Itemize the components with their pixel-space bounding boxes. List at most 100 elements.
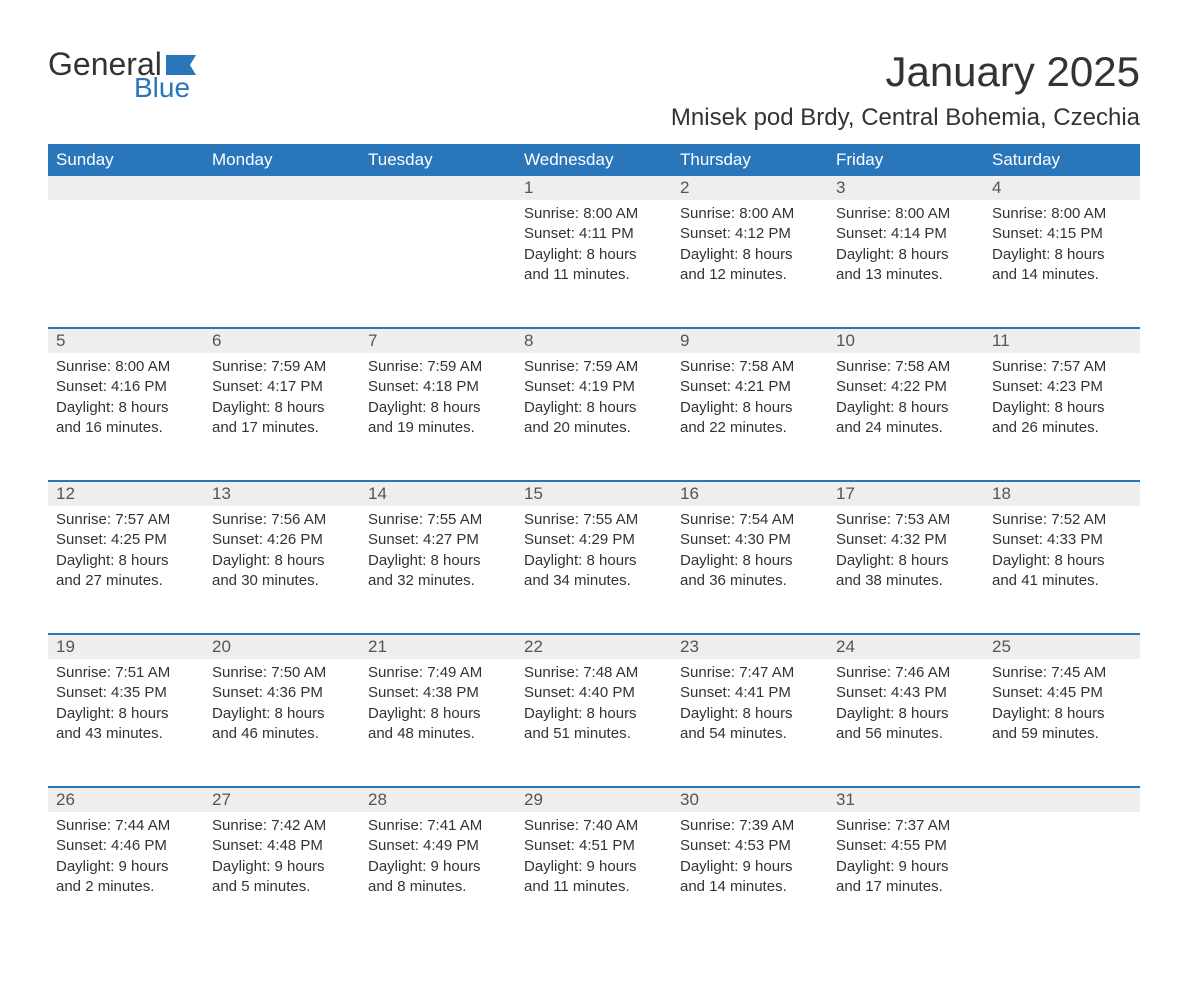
day-number-cell: 23	[672, 634, 828, 659]
daylight-text: Daylight: 8 hours and 22 minutes.	[680, 398, 820, 439]
weekday-header: Monday	[204, 144, 360, 176]
day-cell: Sunrise: 7:55 AMSunset: 4:29 PMDaylight:…	[516, 506, 672, 634]
day-content: Sunrise: 7:55 AMSunset: 4:27 PMDaylight:…	[360, 506, 516, 605]
sunrise-text: Sunrise: 7:40 AM	[524, 816, 664, 836]
day-content: Sunrise: 7:55 AMSunset: 4:29 PMDaylight:…	[516, 506, 672, 605]
sunset-text: Sunset: 4:18 PM	[368, 377, 508, 397]
header: General Blue January 2025 Mnisek pod Brd…	[48, 48, 1140, 132]
daylight-text: Daylight: 8 hours and 41 minutes.	[992, 551, 1132, 592]
sunrise-text: Sunrise: 7:57 AM	[992, 357, 1132, 377]
weekday-header: Tuesday	[360, 144, 516, 176]
sunrise-text: Sunrise: 7:52 AM	[992, 510, 1132, 530]
day-number-row: 567891011	[48, 328, 1140, 353]
sunrise-text: Sunrise: 7:59 AM	[368, 357, 508, 377]
daylight-text: Daylight: 8 hours and 20 minutes.	[524, 398, 664, 439]
day-cell: Sunrise: 7:40 AMSunset: 4:51 PMDaylight:…	[516, 812, 672, 940]
day-number-cell: 30	[672, 787, 828, 812]
day-number-cell: 27	[204, 787, 360, 812]
day-cell: Sunrise: 8:00 AMSunset: 4:16 PMDaylight:…	[48, 353, 204, 481]
daylight-text: Daylight: 8 hours and 34 minutes.	[524, 551, 664, 592]
day-content: Sunrise: 7:37 AMSunset: 4:55 PMDaylight:…	[828, 812, 984, 911]
day-content: Sunrise: 8:00 AMSunset: 4:15 PMDaylight:…	[984, 200, 1140, 299]
day-content: Sunrise: 7:58 AMSunset: 4:22 PMDaylight:…	[828, 353, 984, 452]
day-number-cell: 7	[360, 328, 516, 353]
day-body-row: Sunrise: 7:44 AMSunset: 4:46 PMDaylight:…	[48, 812, 1140, 940]
daylight-text: Daylight: 8 hours and 27 minutes.	[56, 551, 196, 592]
day-number-cell: 25	[984, 634, 1140, 659]
day-cell: Sunrise: 7:37 AMSunset: 4:55 PMDaylight:…	[828, 812, 984, 940]
day-content: Sunrise: 7:49 AMSunset: 4:38 PMDaylight:…	[360, 659, 516, 758]
sunset-text: Sunset: 4:26 PM	[212, 530, 352, 550]
day-number-cell: 20	[204, 634, 360, 659]
day-number-cell: 11	[984, 328, 1140, 353]
day-content: Sunrise: 7:44 AMSunset: 4:46 PMDaylight:…	[48, 812, 204, 911]
day-number-row: 19202122232425	[48, 634, 1140, 659]
day-cell	[204, 200, 360, 328]
sunset-text: Sunset: 4:45 PM	[992, 683, 1132, 703]
day-number-cell: 15	[516, 481, 672, 506]
sunset-text: Sunset: 4:33 PM	[992, 530, 1132, 550]
day-content: Sunrise: 8:00 AMSunset: 4:14 PMDaylight:…	[828, 200, 984, 299]
logo: General Blue	[48, 48, 196, 102]
day-cell: Sunrise: 7:51 AMSunset: 4:35 PMDaylight:…	[48, 659, 204, 787]
weekday-header: Thursday	[672, 144, 828, 176]
day-cell: Sunrise: 7:59 AMSunset: 4:18 PMDaylight:…	[360, 353, 516, 481]
sunset-text: Sunset: 4:14 PM	[836, 224, 976, 244]
daylight-text: Daylight: 8 hours and 46 minutes.	[212, 704, 352, 745]
daylight-text: Daylight: 8 hours and 19 minutes.	[368, 398, 508, 439]
day-cell: Sunrise: 7:56 AMSunset: 4:26 PMDaylight:…	[204, 506, 360, 634]
sunrise-text: Sunrise: 7:41 AM	[368, 816, 508, 836]
daylight-text: Daylight: 8 hours and 56 minutes.	[836, 704, 976, 745]
sunset-text: Sunset: 4:17 PM	[212, 377, 352, 397]
day-content: Sunrise: 7:59 AMSunset: 4:17 PMDaylight:…	[204, 353, 360, 452]
day-number-cell: 31	[828, 787, 984, 812]
day-cell	[984, 812, 1140, 940]
flag-icon	[166, 55, 196, 75]
sunset-text: Sunset: 4:23 PM	[992, 377, 1132, 397]
daylight-text: Daylight: 8 hours and 43 minutes.	[56, 704, 196, 745]
sunrise-text: Sunrise: 7:58 AM	[680, 357, 820, 377]
sunrise-text: Sunrise: 7:55 AM	[368, 510, 508, 530]
day-body-row: Sunrise: 7:57 AMSunset: 4:25 PMDaylight:…	[48, 506, 1140, 634]
sunset-text: Sunset: 4:35 PM	[56, 683, 196, 703]
day-number-cell: 6	[204, 328, 360, 353]
day-cell: Sunrise: 7:58 AMSunset: 4:22 PMDaylight:…	[828, 353, 984, 481]
day-body-row: Sunrise: 8:00 AMSunset: 4:16 PMDaylight:…	[48, 353, 1140, 481]
sunset-text: Sunset: 4:25 PM	[56, 530, 196, 550]
day-content: Sunrise: 7:40 AMSunset: 4:51 PMDaylight:…	[516, 812, 672, 911]
sunrise-text: Sunrise: 7:57 AM	[56, 510, 196, 530]
calendar-table: Sunday Monday Tuesday Wednesday Thursday…	[48, 144, 1140, 940]
daylight-text: Daylight: 9 hours and 5 minutes.	[212, 857, 352, 898]
day-number-cell: 4	[984, 176, 1140, 200]
day-content: Sunrise: 7:50 AMSunset: 4:36 PMDaylight:…	[204, 659, 360, 758]
day-content: Sunrise: 7:57 AMSunset: 4:23 PMDaylight:…	[984, 353, 1140, 452]
day-cell: Sunrise: 7:46 AMSunset: 4:43 PMDaylight:…	[828, 659, 984, 787]
day-number-cell	[360, 176, 516, 200]
daylight-text: Daylight: 9 hours and 2 minutes.	[56, 857, 196, 898]
day-content: Sunrise: 7:53 AMSunset: 4:32 PMDaylight:…	[828, 506, 984, 605]
daylight-text: Daylight: 9 hours and 8 minutes.	[368, 857, 508, 898]
sunrise-text: Sunrise: 7:45 AM	[992, 663, 1132, 683]
daylight-text: Daylight: 9 hours and 11 minutes.	[524, 857, 664, 898]
day-cell: Sunrise: 7:58 AMSunset: 4:21 PMDaylight:…	[672, 353, 828, 481]
day-number-cell: 29	[516, 787, 672, 812]
day-number-cell: 5	[48, 328, 204, 353]
daylight-text: Daylight: 8 hours and 11 minutes.	[524, 245, 664, 286]
sunset-text: Sunset: 4:53 PM	[680, 836, 820, 856]
day-number-cell: 19	[48, 634, 204, 659]
sunset-text: Sunset: 4:30 PM	[680, 530, 820, 550]
daylight-text: Daylight: 8 hours and 12 minutes.	[680, 245, 820, 286]
day-content: Sunrise: 7:45 AMSunset: 4:45 PMDaylight:…	[984, 659, 1140, 758]
day-cell: Sunrise: 7:57 AMSunset: 4:25 PMDaylight:…	[48, 506, 204, 634]
month-title: January 2025	[671, 48, 1140, 96]
sunrise-text: Sunrise: 7:48 AM	[524, 663, 664, 683]
day-cell: Sunrise: 8:00 AMSunset: 4:14 PMDaylight:…	[828, 200, 984, 328]
sunset-text: Sunset: 4:48 PM	[212, 836, 352, 856]
day-content: Sunrise: 7:51 AMSunset: 4:35 PMDaylight:…	[48, 659, 204, 758]
daylight-text: Daylight: 8 hours and 14 minutes.	[992, 245, 1132, 286]
sunrise-text: Sunrise: 8:00 AM	[836, 204, 976, 224]
sunset-text: Sunset: 4:27 PM	[368, 530, 508, 550]
sunrise-text: Sunrise: 7:59 AM	[524, 357, 664, 377]
sunrise-text: Sunrise: 7:47 AM	[680, 663, 820, 683]
sunset-text: Sunset: 4:49 PM	[368, 836, 508, 856]
